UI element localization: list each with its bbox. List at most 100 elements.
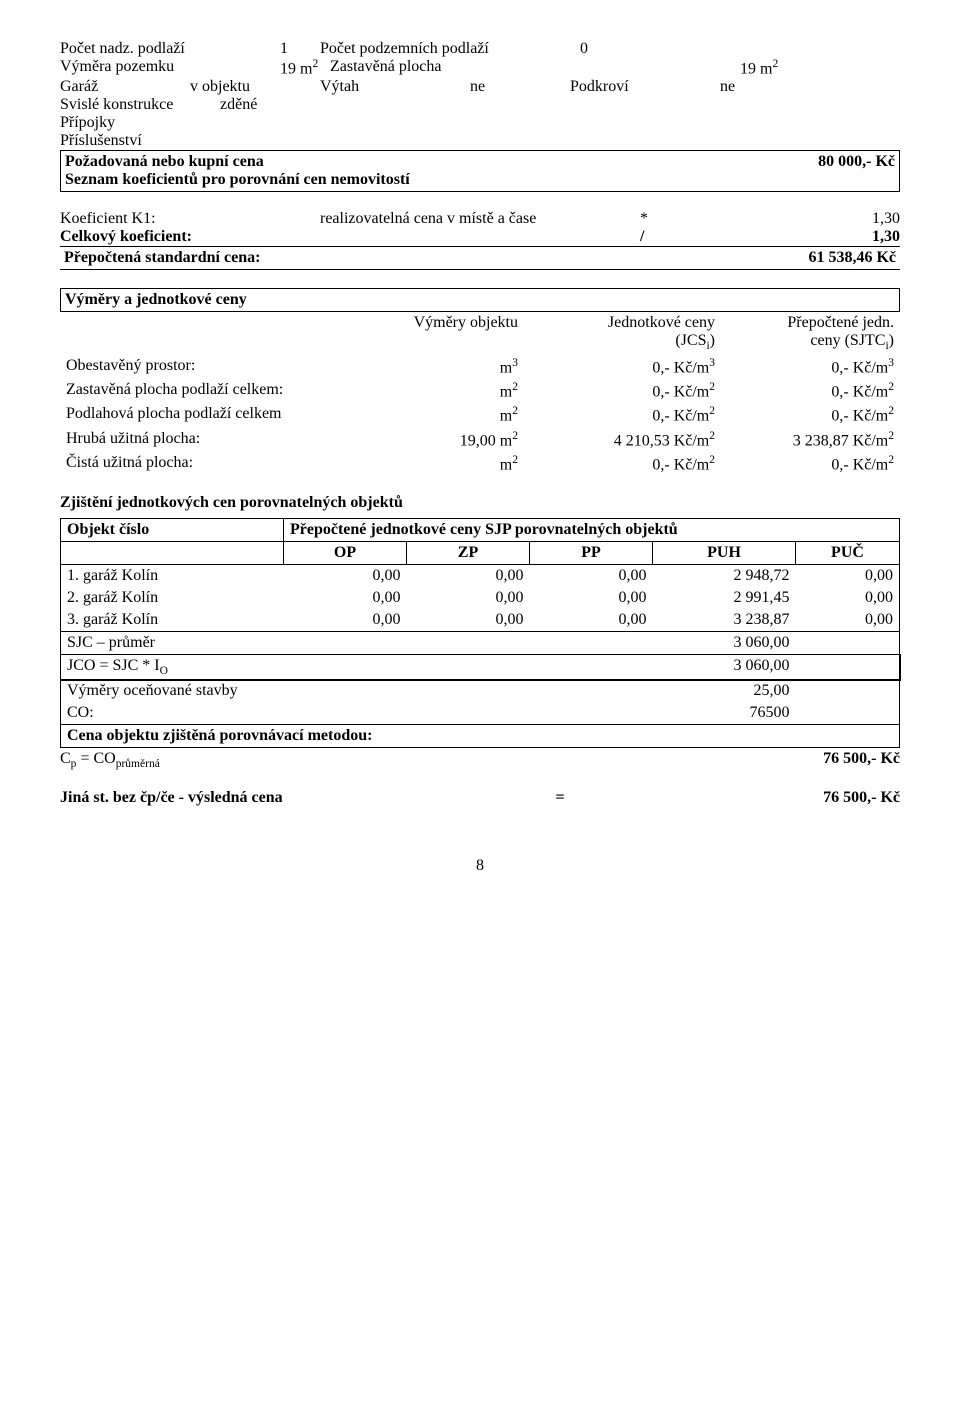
comparison-title: Zjištění jednotkových cen porovnatelných… <box>60 494 900 512</box>
table-row: Čistá užitná plocha:m20,- Kč/m20,- Kč/m2 <box>60 452 900 476</box>
table-header: Objekt číslo Přepočtené jednotkové ceny … <box>61 519 900 542</box>
coefficients: Koeficient K1: realizovatelná cena v mís… <box>60 210 900 246</box>
value: 0,00 <box>407 609 530 632</box>
price-box: Požadovaná nebo kupní cena 80 000,- Kč S… <box>60 150 900 192</box>
label: Svislé konstrukce <box>60 96 220 114</box>
value: m2 <box>362 403 524 427</box>
col-header: Jednotkové ceny (JCSi) <box>524 312 721 354</box>
value: 0,00 <box>530 565 653 588</box>
col-header: Přepočtené jednotkové ceny SJP porovnate… <box>284 519 900 542</box>
value: 76 500,- Kč <box>823 750 900 770</box>
comparison-table: Objekt číslo Přepočtené jednotkové ceny … <box>60 518 900 748</box>
row: Koeficient K1: realizovatelná cena v mís… <box>60 210 900 228</box>
label: 2. garáž Kolín <box>61 587 284 609</box>
value: m2 <box>362 379 524 403</box>
value: 0,00 <box>284 565 407 588</box>
value: realizovatelná cena v místě a čase <box>320 210 640 228</box>
value: 2 948,72 <box>653 565 796 588</box>
label: SJC – průměr <box>61 632 284 655</box>
value: 1,30 <box>760 228 900 246</box>
unit-prices-table: Výměry objektu Jednotkové ceny (JCSi) Př… <box>60 312 900 476</box>
label: Počet podzemních podlaží <box>320 40 580 58</box>
label: Čistá užitná plocha: <box>60 452 362 476</box>
table-row: 3. garáž Kolín0,000,000,003 238,870,00 <box>61 609 900 632</box>
value: 4 210,53 Kč/m2 <box>524 428 721 452</box>
value: ne <box>470 78 570 96</box>
equals: = <box>480 789 640 807</box>
label: Celkový koeficient: <box>60 228 640 246</box>
value: 3 238,87 <box>653 609 796 632</box>
label: Počet nadz. podlaží <box>60 40 280 58</box>
value: 25,00 <box>653 680 796 703</box>
value: 19 m2 <box>740 58 778 78</box>
value: 0,- Kč/m2 <box>721 452 900 476</box>
label: Výtah <box>320 78 470 96</box>
col-header: Přepočtené jedn. ceny (SJTCi) <box>721 312 900 354</box>
table-row: 1. garáž Kolín0,000,000,002 948,720,00 <box>61 565 900 588</box>
label: Přepočtená standardní cena: <box>64 249 808 267</box>
value: 0,00 <box>284 587 407 609</box>
col-header: Výměry objektu <box>362 312 524 354</box>
label: Zastavěná plocha podlaží celkem: <box>60 379 362 403</box>
label: Zastavěná plocha <box>330 58 740 78</box>
label: Jiná st. bez čp/če - výsledná cena <box>60 789 480 807</box>
value: zděné <box>220 96 257 114</box>
value: 19 m2 <box>280 58 330 78</box>
table-row: Hrubá užitná plocha:19,00 m24 210,53 Kč/… <box>60 428 900 452</box>
value: 19,00 m2 <box>362 428 524 452</box>
label: 1. garáž Kolín <box>61 565 284 588</box>
table-subheader: OP ZP PP PUH PUČ <box>61 542 900 565</box>
row: Svislé konstrukce zděné <box>60 96 900 114</box>
value: 0,00 <box>407 587 530 609</box>
table-row: Obestavěný prostor:m30,- Kč/m30,- Kč/m3 <box>60 355 900 379</box>
value: 0,00 <box>530 609 653 632</box>
op: * <box>640 210 760 228</box>
page-number: 8 <box>60 857 900 875</box>
value: 0,00 <box>407 565 530 588</box>
table-row: Zastavěná plocha podlaží celkem:m20,- Kč… <box>60 379 900 403</box>
table-row: 2. garáž Kolín0,000,000,002 991,450,00 <box>61 587 900 609</box>
value: 0,00 <box>796 565 900 588</box>
col-header: Objekt číslo <box>61 519 284 542</box>
table-row: SJC – průměr 3 060,00 <box>61 632 900 655</box>
value: 2 991,45 <box>653 587 796 609</box>
col-header: PP <box>530 542 653 565</box>
label: Požadovaná nebo kupní cena <box>65 153 818 171</box>
label: Výměry oceňované stavby <box>61 680 284 703</box>
table-header: Výměry objektu Jednotkové ceny (JCSi) Př… <box>60 312 900 354</box>
label: Podlahová plocha podlaží celkem <box>60 403 362 427</box>
label: Garáž <box>60 78 190 96</box>
label: Cena objektu zjištěná porovnávací metodo… <box>61 725 900 748</box>
label: Koeficient K1: <box>60 210 320 228</box>
row: Celkový koeficient: / 1,30 <box>60 228 900 246</box>
label: Výměra pozemku <box>60 58 280 78</box>
label: Seznam koeficientů pro porovnání cen nem… <box>65 171 895 189</box>
col-header: PUČ <box>796 542 900 565</box>
value: 0,- Kč/m2 <box>524 403 721 427</box>
table-row: JCO = SJC * IO 3 060,00 <box>61 655 900 680</box>
unit-prices-title: Výměry a jednotkové ceny <box>60 288 900 312</box>
value: 0,00 <box>530 587 653 609</box>
value: 0,00 <box>796 587 900 609</box>
value: ne <box>720 78 735 96</box>
row: Garáž v objektu Výtah ne Podkroví ne <box>60 78 900 96</box>
table-row: CO: 76500 <box>61 702 900 725</box>
value: v objektu <box>190 78 320 96</box>
label: Podkroví <box>570 78 720 96</box>
value: 80 000,- Kč <box>818 153 895 171</box>
col-header: PUH <box>653 542 796 565</box>
value: 3 238,87 Kč/m2 <box>721 428 900 452</box>
label: Obestavěný prostor: <box>60 355 362 379</box>
value: 0,00 <box>284 609 407 632</box>
table-row: Výměry oceňované stavby 25,00 <box>61 680 900 703</box>
label: Cp = COprůměrná <box>60 750 823 770</box>
value: 0,- Kč/m2 <box>524 379 721 403</box>
value: 3 060,00 <box>653 632 796 655</box>
final-price-row: Jiná st. bez čp/če - výsledná cena = 76 … <box>60 789 900 807</box>
value: 0 <box>580 40 588 58</box>
value: 61 538,46 Kč <box>808 249 896 267</box>
row: Počet nadz. podlaží 1 Počet podzemních p… <box>60 40 900 58</box>
value: 76500 <box>653 702 796 725</box>
value: 1 <box>280 40 320 58</box>
row: Přípojky <box>60 114 900 132</box>
